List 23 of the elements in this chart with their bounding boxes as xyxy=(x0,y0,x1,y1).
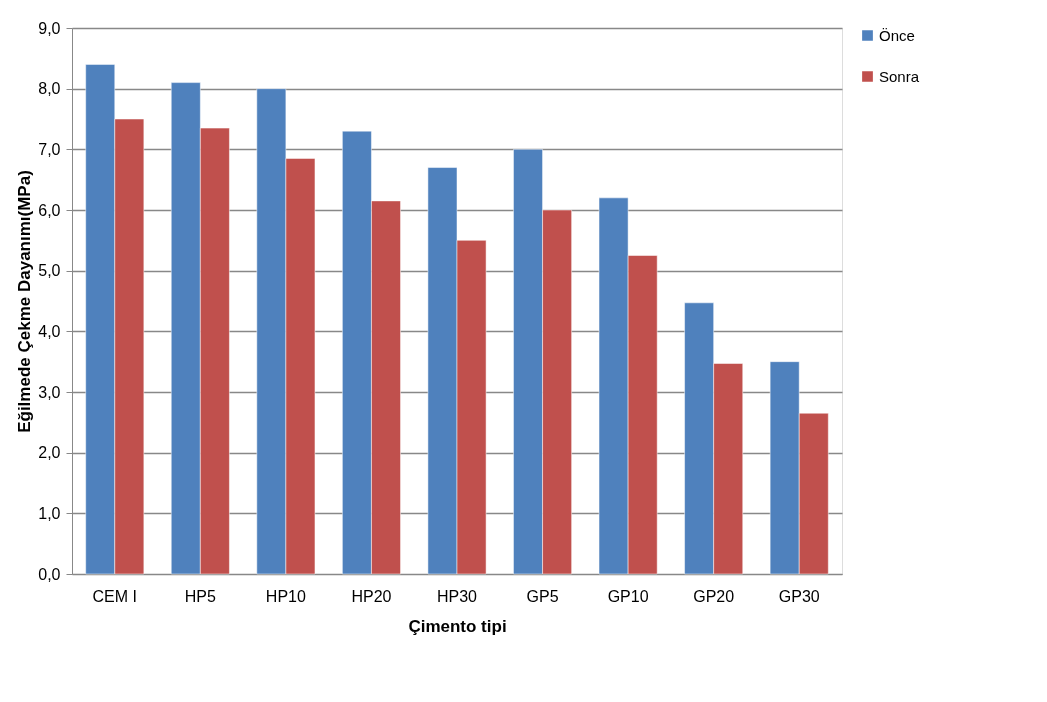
x-tick-label: HP30 xyxy=(436,587,478,605)
x-axis-title: Çimento tipi xyxy=(408,616,507,636)
y-tick-label: 5,0 xyxy=(38,262,61,280)
y-tick-label: 1,0 xyxy=(38,504,61,522)
y-tick-label: 3,0 xyxy=(38,383,61,401)
y-tick-label: 9,0 xyxy=(38,19,61,37)
y-tick-label: 6,0 xyxy=(38,201,61,219)
x-tick-label: GP30 xyxy=(778,587,820,605)
x-tick-label: HP20 xyxy=(351,587,392,605)
x-tick-label: GP20 xyxy=(693,587,735,605)
y-tick-label: 4,0 xyxy=(38,322,61,340)
y-tick-label: 7,0 xyxy=(38,140,61,158)
y-tick-label: 0,0 xyxy=(38,565,61,583)
x-tick-label: HP5 xyxy=(184,587,216,605)
legend-label: Önce xyxy=(879,26,915,44)
x-tick-label: HP10 xyxy=(265,587,306,605)
x-tick-label: GP10 xyxy=(607,587,649,605)
y-axis-title: Eğilmede Çekme Dayanımı(MPa) xyxy=(15,170,35,433)
y-tick-label: 2,0 xyxy=(38,444,61,462)
x-tick-label: CEM I xyxy=(92,587,137,605)
x-tick-label: GP5 xyxy=(526,587,559,605)
y-tick-label: 8,0 xyxy=(38,80,61,98)
legend-label: Sonra xyxy=(879,67,920,85)
